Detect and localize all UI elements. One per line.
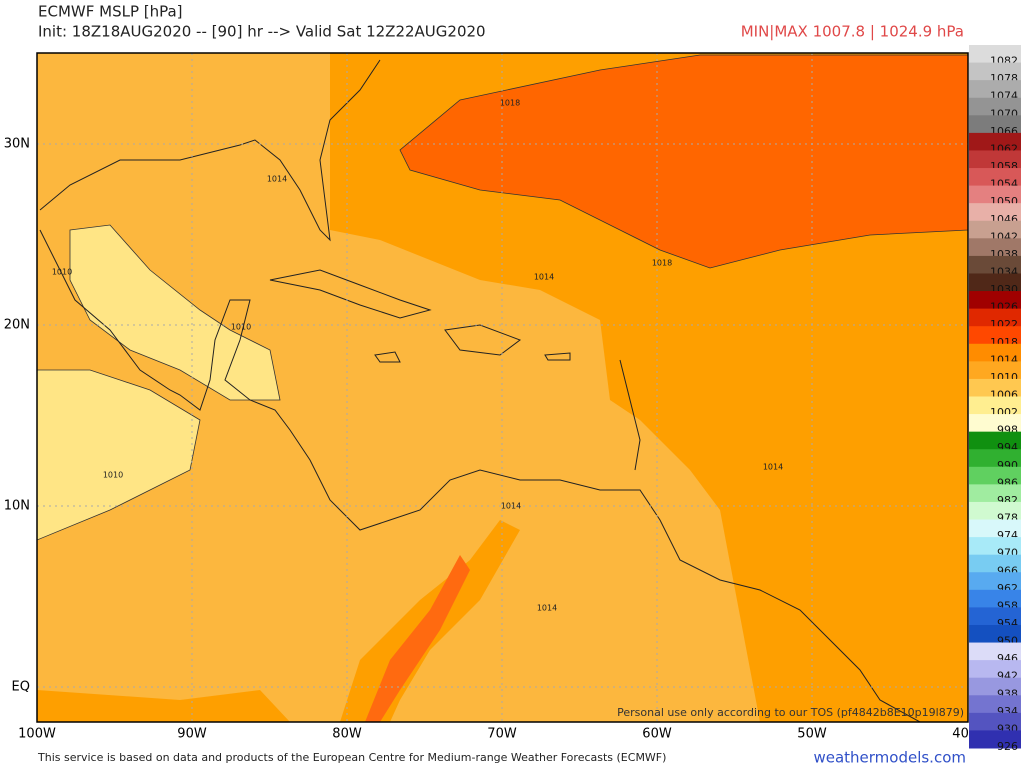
colorbar-swatch — [969, 185, 1021, 204]
title: ECMWF MSLP [hPa] — [38, 3, 183, 21]
colorbar-swatch — [969, 238, 1021, 257]
colorbar-swatch — [969, 466, 1021, 485]
colorbar-swatch — [969, 396, 1021, 415]
colorbar-swatch — [969, 378, 1021, 397]
contour-label: 1014 — [267, 175, 287, 184]
colorbar-swatch — [969, 168, 1021, 187]
colorbar-swatch — [969, 255, 1021, 274]
colorbar-swatch — [969, 326, 1021, 345]
lon-label: 60W — [642, 727, 672, 742]
colorbar-swatch — [969, 660, 1021, 679]
colorbar-swatch — [969, 484, 1021, 503]
colorbar-swatch — [969, 343, 1021, 362]
colorbar-label: 926 — [997, 740, 1018, 753]
colorbar-swatch — [969, 624, 1021, 644]
lon-label: 50W — [797, 727, 827, 742]
colorbar-swatch — [969, 642, 1021, 661]
colorbar-swatch — [969, 97, 1021, 116]
colorbar-swatch — [969, 291, 1021, 310]
colorbar-swatch — [969, 501, 1021, 521]
colorbar-swatch — [969, 150, 1021, 169]
field-1014-pacific — [37, 690, 290, 722]
colorbar-swatch — [969, 431, 1021, 450]
field-1006-pacific — [37, 369, 201, 541]
colorbar-swatch — [969, 554, 1021, 573]
lon-label: 100W — [18, 727, 56, 742]
init-line: Init: 18Z18AUG2020 -- [90] hr --> Valid … — [38, 23, 486, 41]
lon-label: 70W — [487, 727, 517, 742]
colorbar-swatch — [969, 695, 1021, 714]
colorbar-swatch — [969, 712, 1021, 731]
colorbar-swatch — [969, 572, 1021, 591]
colorbar: 1082107810741070106610621058105410501046… — [969, 45, 1021, 753]
contour-label: 1018 — [500, 99, 520, 108]
lat-label: EQ — [12, 680, 30, 695]
contour-label: 1014 — [534, 273, 554, 282]
lon-label: 80W — [332, 727, 362, 742]
lat-label: 30N — [4, 137, 30, 152]
colorbar-swatch — [969, 132, 1021, 151]
colorbar-swatch — [969, 730, 1021, 749]
colorbar-swatch — [969, 115, 1021, 134]
colorbar-swatch — [969, 62, 1021, 81]
contour-label: 1014 — [537, 604, 557, 613]
footer-notice: This service is based on data and produc… — [37, 751, 666, 764]
colorbar-swatch — [969, 45, 1021, 64]
contour-label: 1014 — [763, 463, 783, 472]
colorbar-swatch — [969, 361, 1021, 380]
field-1006-gulf — [69, 224, 281, 401]
field-1018 — [399, 54, 968, 269]
contour-label: 1018 — [652, 259, 672, 268]
colorbar-swatch — [969, 203, 1021, 222]
colorbar-swatch — [969, 677, 1021, 696]
min-max: MIN|MAX 1007.8 | 1024.9 hPa — [741, 23, 964, 41]
graticule — [37, 53, 968, 722]
colorbar-swatch — [969, 607, 1021, 626]
colorbar-swatch — [969, 80, 1021, 99]
map-frame — [36, 52, 969, 723]
colorbar-swatch — [969, 414, 1021, 433]
contour-label: 1010 — [52, 268, 72, 277]
coastlines — [39, 59, 921, 722]
colorbar-swatch — [969, 308, 1021, 327]
lat-label: 20N — [4, 318, 30, 333]
field-andes-high — [365, 555, 470, 722]
watermark: Personal use only according to our TOS (… — [617, 706, 964, 719]
colorbar-swatch — [969, 220, 1021, 239]
contour-label: 1010 — [103, 471, 123, 480]
contour-label: 1014 — [501, 502, 521, 511]
lat-label: 10N — [4, 499, 30, 514]
lon-label: 90W — [177, 727, 207, 742]
colorbar-swatch — [969, 589, 1021, 608]
colorbar-swatch — [969, 273, 1021, 292]
contour-label: 1010 — [231, 323, 251, 332]
colorbar-swatch — [969, 519, 1021, 538]
colorbar-swatch — [969, 449, 1021, 468]
footer-site[interactable]: weathermodels.com — [813, 749, 966, 767]
colorbar-swatch — [969, 537, 1021, 556]
